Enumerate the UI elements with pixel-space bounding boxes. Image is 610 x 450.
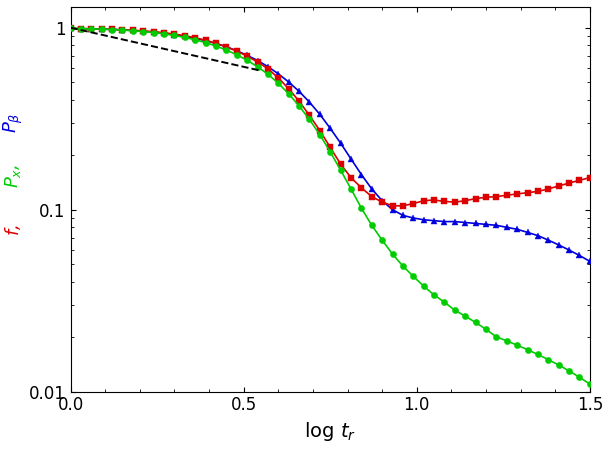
X-axis label: $\log\, t_r$: $\log\, t_r$ [304, 420, 356, 443]
Text: $P_\beta$: $P_\beta$ [2, 112, 25, 133]
Text: $f$,: $f$, [4, 224, 23, 236]
Text: $P_x$,: $P_x$, [4, 164, 23, 189]
